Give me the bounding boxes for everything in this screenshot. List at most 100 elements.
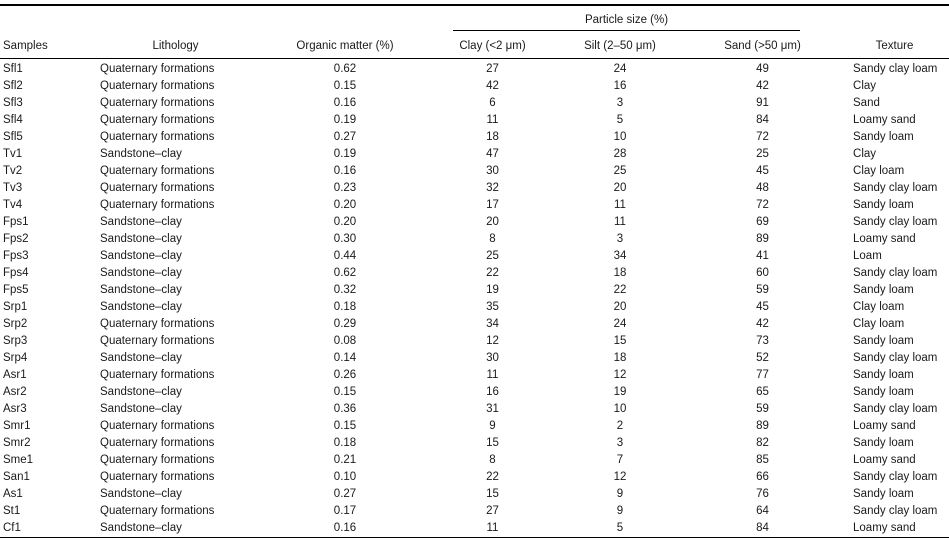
column-header-organic-matter: Organic matter (%) [280,5,430,59]
table-row: Srp3 Quaternary formations 0.08 12 15 73… [0,333,949,350]
lithology-cell: Quaternary formations [100,198,215,211]
table-row: Cf1 Sandstone–clay 0.16 11 5 84 Loamy sa… [0,520,949,538]
table-row: Fps4 Sandstone–clay 0.62 22 18 60 Sandy … [0,265,949,282]
clay-percent-cell: 15 [486,487,499,500]
clay-percent-cell: 11 [486,113,499,126]
silt-percent-cell: 18 [613,266,627,279]
texture-cell: Sandy loam [853,385,914,398]
sand-percent-cell: 41 [756,249,769,262]
texture-cell: Sandy loam [853,368,914,381]
silt-percent-cell: 24 [613,317,627,330]
table-row: Asr2 Sandstone–clay 0.15 16 19 65 Sandy … [0,384,949,401]
organic-matter-cell: 0.14 [333,351,357,364]
organic-matter-cell: 0.10 [333,470,357,483]
organic-matter-cell: 0.27 [333,130,357,143]
table-row: Tv2 Quaternary formations 0.16 30 25 45 … [0,163,949,180]
organic-matter-cell: 0.18 [333,436,357,449]
sample-id-cell: Fps4 [3,266,29,279]
organic-matter-cell: 0.21 [333,453,357,466]
table-header: Samples Lithology Organic matter (%) Par… [0,5,949,59]
sand-percent-cell: 82 [756,436,769,449]
sample-id-cell: Tv2 [3,164,23,177]
clay-percent-cell: 42 [486,79,499,92]
table-row: Smr1 Quaternary formations 0.15 9 2 89 L… [0,418,949,435]
organic-matter-cell: 0.16 [333,164,357,177]
sample-id-cell: Smr1 [3,419,31,432]
sand-percent-cell: 84 [756,521,769,534]
silt-percent-cell: 16 [613,79,627,92]
texture-cell: Loamy sand [853,232,916,245]
texture-cell: Sandy clay loam [853,504,938,517]
lithology-cell: Quaternary formations [100,164,215,177]
texture-cell: Loam [853,249,882,262]
table-row: Srp2 Quaternary formations 0.29 34 24 42… [0,316,949,333]
organic-matter-cell: 0.27 [333,487,357,500]
sand-percent-cell: 85 [756,453,769,466]
silt-percent-cell: 24 [613,62,627,75]
sand-percent-cell: 49 [756,62,769,75]
clay-percent-cell: 11 [486,521,499,534]
column-header-texture: Texture [840,5,949,59]
organic-matter-cell: 0.18 [333,300,357,313]
clay-percent-cell: 47 [486,147,499,160]
silt-percent-cell: 7 [616,453,624,466]
table-row: Fps1 Sandstone–clay 0.20 20 11 69 Sandy … [0,214,949,231]
sand-percent-cell: 64 [756,504,769,517]
sample-id-cell: Sfl3 [3,96,23,109]
column-header-silt: Silt (2–50 μm) [555,31,685,59]
sand-percent-cell: 52 [756,351,769,364]
silt-percent-cell: 22 [613,283,627,296]
sand-percent-cell: 45 [756,164,769,177]
table-row: Sfl3 Quaternary formations 0.16 6 3 91 S… [0,95,949,112]
texture-cell: Loamy sand [853,521,916,534]
table-row: Srp1 Sandstone–clay 0.18 35 20 45 Clay l… [0,299,949,316]
silt-percent-cell: 18 [613,351,627,364]
lithology-cell: Sandstone–clay [100,249,182,262]
group-header-particle-size: Particle size (%) [430,5,840,31]
sample-id-cell: Sfl1 [3,62,23,75]
silt-percent-cell: 2 [616,419,624,432]
silt-percent-cell: 28 [613,147,627,160]
lithology-cell: Sandstone–clay [100,300,182,313]
lithology-cell: Sandstone–clay [100,521,182,534]
texture-cell: Sandy loam [853,436,914,449]
sand-percent-cell: 65 [756,385,769,398]
table-row: Tv4 Quaternary formations 0.20 17 11 72 … [0,197,949,214]
organic-matter-cell: 0.15 [333,79,357,92]
organic-matter-cell: 0.20 [333,198,357,211]
table-row: Asr1 Quaternary formations 0.26 11 12 77… [0,367,949,384]
silt-percent-cell: 3 [616,232,624,245]
silt-percent-cell: 12 [613,368,627,381]
sand-percent-cell: 66 [756,470,769,483]
organic-matter-cell: 0.15 [333,385,357,398]
organic-matter-cell: 0.36 [333,402,357,415]
clay-percent-cell: 20 [486,215,499,228]
texture-cell: Clay loam [853,317,905,330]
sample-id-cell: Srp1 [3,300,28,313]
sample-id-cell: Tv3 [3,181,23,194]
sand-percent-cell: 72 [756,198,769,211]
organic-matter-cell: 0.62 [333,266,357,279]
sample-id-cell: Fps3 [3,249,29,262]
soil-samples-table: Samples Lithology Organic matter (%) Par… [0,4,949,538]
sample-id-cell: Asr1 [3,368,27,381]
lithology-cell: Sandstone–clay [100,147,182,160]
texture-cell: Sandy loam [853,487,914,500]
column-header-sand: Sand (>50 μm) [685,31,841,59]
clay-percent-cell: 27 [486,504,499,517]
sample-id-cell: San1 [3,470,30,483]
sample-id-cell: Asr2 [3,385,27,398]
texture-cell: Clay [853,147,877,160]
silt-percent-cell: 10 [613,402,627,415]
texture-cell: Sandy loam [853,130,914,143]
sample-id-cell: Srp4 [3,351,28,364]
column-header-clay: Clay (<2 μm) [430,31,555,59]
silt-percent-cell: 5 [616,113,624,126]
table-row: Sfl1 Quaternary formations 0.62 27 24 49… [0,58,949,78]
clay-percent-cell: 30 [486,351,499,364]
organic-matter-cell: 0.32 [333,283,357,296]
lithology-cell: Quaternary formations [100,62,215,75]
lithology-cell: Sandstone–clay [100,487,182,500]
clay-percent-cell: 17 [486,198,499,211]
organic-matter-cell: 0.16 [333,96,357,109]
